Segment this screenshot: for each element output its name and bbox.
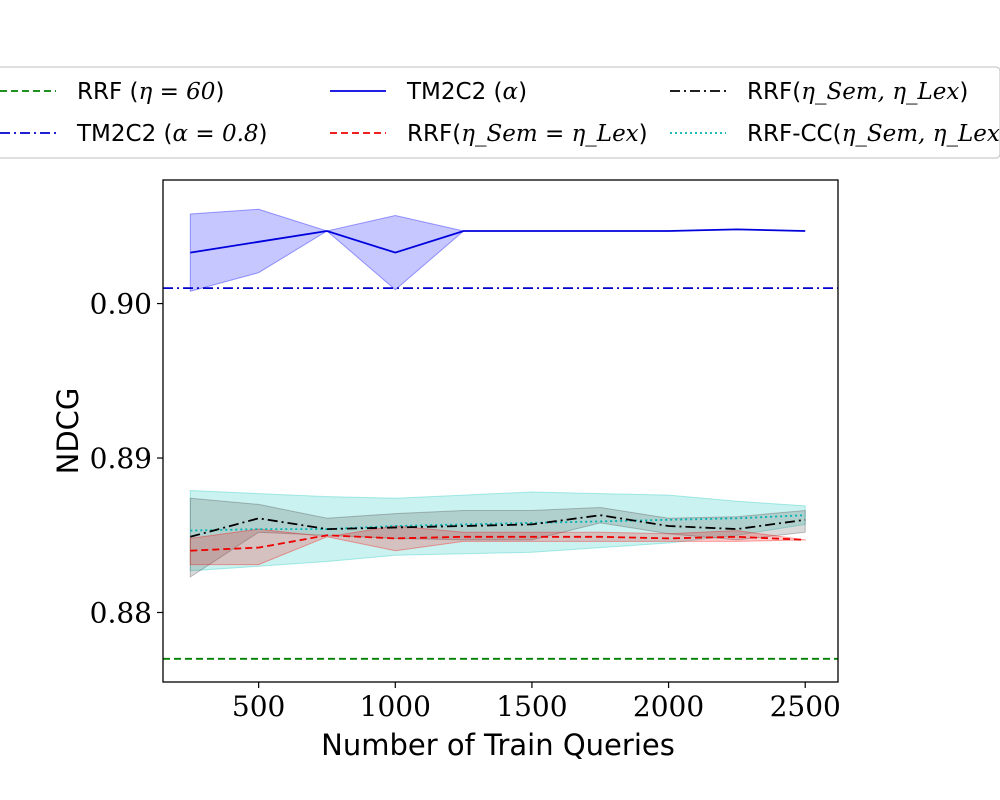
legend-item-tm2c2_08: TM2C2 (α = 0.8): [0, 121, 268, 147]
legend-frame: [0, 66, 1000, 159]
line-rrf_eq: [190, 534, 806, 552]
line-rrf_sem_lex: [190, 514, 806, 538]
y-tick-label: 0.89: [90, 442, 152, 475]
legend-label: TM2C2 (α = 0.8): [76, 121, 268, 147]
legend-item-rrf_eq: RRF(η_Sem = η_Lex): [330, 121, 648, 147]
band-rrf_cc: [189, 489, 806, 572]
legend-item-tm2c2_alpha: TM2C2 (α): [330, 79, 527, 105]
legend-label: RRF-CC(η_Sem, η_Lex, α): [747, 121, 1000, 147]
legend-item-rrf_sem_lex: RRF(η_Sem, η_Lex): [670, 79, 968, 105]
legend-label: RRF(η_Sem = η_Lex): [407, 121, 648, 147]
legend: RRF (η = 60) TM2C2 (α = 0.8) TM2C2 (α) RRF(…: [0, 66, 1000, 159]
legend-item-rrf_cc: RRF-CC(η_Sem, η_Lex, α): [670, 121, 1000, 147]
band-tm2c2_alpha: [189, 208, 806, 292]
y-tick-label: 0.88: [90, 596, 152, 629]
x-axis-label: Number of Train Queries: [321, 728, 675, 762]
x-tick-label: 1500: [496, 690, 567, 723]
line-tm2c2_alpha: [190, 228, 806, 254]
legend-label: RRF(η_Sem, η_Lex): [747, 79, 968, 105]
x-tick-label: 1000: [360, 690, 431, 723]
legend-label: RRF (η = 60): [77, 79, 224, 105]
x-tick-label: 2000: [633, 690, 704, 723]
legend-item-rrf60: RRF (η = 60): [0, 79, 224, 105]
x-tick-label: 500: [232, 690, 285, 723]
y-axis-label: NDCG: [51, 388, 85, 475]
y-tick-label: 0.90: [90, 288, 152, 321]
x-tick-label: 2500: [770, 690, 841, 723]
legend-label: TM2C2 (α): [406, 79, 527, 105]
plot-frame: [162, 179, 839, 683]
